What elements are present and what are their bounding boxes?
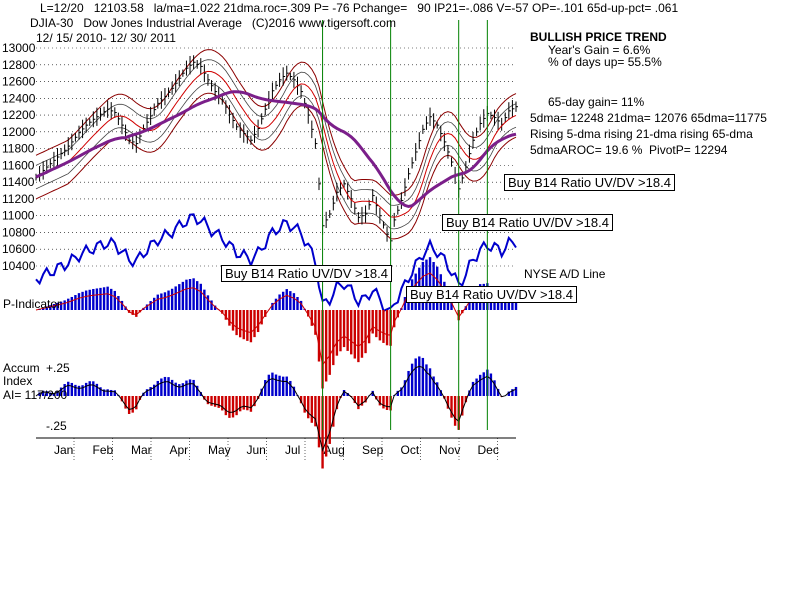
y-ticks: 13000 12800 12600 12400 12200 12000 11800 11600… (2, 41, 36, 273)
month-label: Dec (478, 443, 499, 457)
price-bands (35, 49, 517, 240)
trend-title: BULLISH PRICE TREND (530, 30, 667, 44)
upper-band (35, 49, 517, 196)
days-up: % of days up= 55.5% (548, 55, 662, 69)
month-label: Feb (93, 443, 114, 457)
month-label: May (208, 443, 231, 457)
ma65-line (35, 90, 517, 209)
y-tick-label: 12000 (2, 125, 36, 139)
aroc: 5dmaAROC= 19.6 % PivotP= 12294 (530, 143, 728, 157)
y-tick-label: 13000 (2, 41, 36, 55)
accum-label-1: Accum (3, 361, 40, 375)
month-label: Apr (170, 443, 189, 457)
y-tick-label: 12400 (2, 91, 36, 105)
date-range: 12/ 15/ 2010- 12/ 30/ 2011 (36, 31, 176, 45)
y-tick-label: 11600 (2, 158, 35, 172)
signal-label: Buy B14 Ratio UV/DV >18.4 (406, 286, 577, 303)
y-tick-label: 10400 (2, 259, 36, 273)
month-label: Aug (324, 443, 345, 457)
gain-65: 65-day gain= 11% (548, 95, 645, 109)
y-tick-label: 11800 (2, 142, 35, 156)
rising-dma: Rising 5-dma rising 21-dma rising 65-dma (530, 127, 753, 141)
p-indicator-label: P-Indicator (3, 297, 62, 311)
p-indicator-ma (35, 272, 517, 367)
signal-label: Buy B14 Ratio UV/DV >18.4 (504, 174, 675, 191)
y-tick-label: 12200 (2, 108, 36, 122)
p-indicator-hist (35, 257, 518, 389)
price-bars (35, 55, 518, 251)
dma-values: 5dma= 12248 21dma= 12076 65dma=11775 (530, 111, 767, 125)
y-tick-label: 11200 (2, 192, 35, 206)
ai-top-label: +.25 (46, 361, 70, 375)
years-gain: Year's Gain = 6.6% (548, 43, 651, 57)
y-tick-label: 12800 (2, 58, 36, 72)
y-tick-label: 11000 (2, 209, 35, 223)
signal-label: Buy B14 Ratio UV/DV >18.4 (442, 214, 613, 231)
inner-lower-band (35, 82, 517, 230)
y-tick-label: 10600 (2, 242, 36, 256)
ad-line (35, 213, 517, 313)
signal-label: Buy B14 Ratio UV/DV >18.4 (221, 265, 392, 282)
x-months: Jan Feb Mar Apr May Jun Jul Aug Sep Oct Nov Dec (36, 437, 516, 462)
header-line-2: DJIA-30 Dow Jones Industrial Average (C)… (30, 16, 396, 30)
y-tick-label: 12600 (2, 75, 36, 89)
ad-line-path (35, 213, 517, 313)
ai-bottom-label: -.25 (46, 419, 67, 433)
y-tick-label: 10800 (2, 225, 36, 239)
month-label: Jun (247, 443, 266, 457)
accum-label-3: AI= 117/200 (3, 388, 68, 402)
month-label: Jan (54, 443, 73, 457)
y-tick-label: 11400 (2, 175, 35, 189)
month-label: Nov (439, 443, 460, 457)
month-label: Mar (131, 443, 152, 457)
header-line-1: L=12/20 12103.58 la/ma=1.022 21dma.roc=.… (40, 1, 679, 15)
accum-label-2: Index (3, 374, 33, 388)
ma21-line (35, 70, 517, 218)
nyse-ad-label: NYSE A/D Line (524, 267, 606, 281)
moving-averages (35, 70, 517, 218)
month-label: Jul (285, 443, 300, 457)
month-label: Sep (362, 443, 384, 457)
accum-ma (35, 365, 517, 452)
inner-upper-band (35, 59, 517, 206)
month-label: Oct (401, 443, 420, 457)
